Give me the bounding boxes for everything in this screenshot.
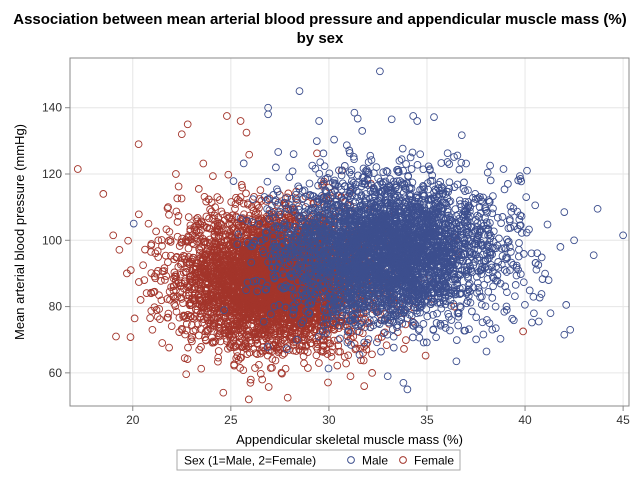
female-point bbox=[183, 355, 192, 363]
female-point bbox=[283, 193, 292, 202]
female-point bbox=[320, 336, 328, 345]
female-point bbox=[184, 244, 193, 253]
female-point bbox=[246, 375, 255, 384]
female-point bbox=[164, 258, 172, 267]
female-point bbox=[352, 344, 361, 353]
female-point bbox=[209, 172, 217, 180]
female-point bbox=[157, 296, 166, 305]
female-point bbox=[327, 352, 336, 361]
female-point bbox=[351, 345, 360, 354]
female-point bbox=[165, 343, 173, 352]
chart-title-line-1: Association between mean arterial blood … bbox=[13, 11, 627, 28]
chart-title-line-2: by sex bbox=[296, 30, 344, 47]
female-point bbox=[233, 195, 242, 204]
female-point bbox=[359, 356, 368, 365]
female-point bbox=[172, 207, 181, 216]
female-point bbox=[235, 332, 244, 340]
female-point bbox=[161, 276, 169, 284]
female-point bbox=[281, 364, 290, 373]
female-point bbox=[227, 198, 236, 206]
female-point bbox=[210, 211, 219, 220]
female-point bbox=[199, 159, 208, 168]
female-point bbox=[264, 383, 273, 391]
female-point bbox=[304, 364, 312, 372]
female-point bbox=[124, 236, 132, 245]
chart-title: Association between mean arterial blood … bbox=[0, 10, 640, 48]
female-point bbox=[173, 194, 182, 203]
female-point bbox=[115, 245, 124, 254]
female-point bbox=[264, 346, 273, 355]
female-point bbox=[256, 369, 265, 378]
